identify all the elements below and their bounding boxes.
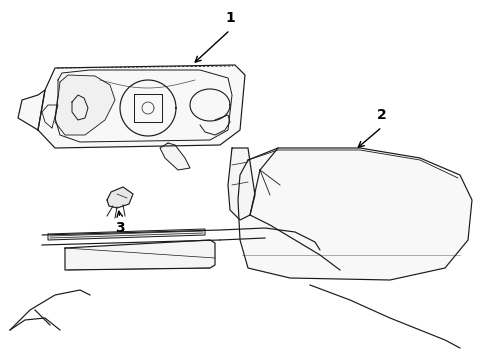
Polygon shape xyxy=(18,90,45,130)
Polygon shape xyxy=(107,187,133,208)
Polygon shape xyxy=(65,240,215,270)
Text: 1: 1 xyxy=(225,11,235,25)
Polygon shape xyxy=(238,148,472,280)
Polygon shape xyxy=(38,65,245,148)
Polygon shape xyxy=(228,148,255,220)
Text: 2: 2 xyxy=(377,108,387,122)
Text: 3: 3 xyxy=(115,221,125,235)
Polygon shape xyxy=(55,75,115,135)
Polygon shape xyxy=(48,229,205,240)
Polygon shape xyxy=(160,143,190,170)
